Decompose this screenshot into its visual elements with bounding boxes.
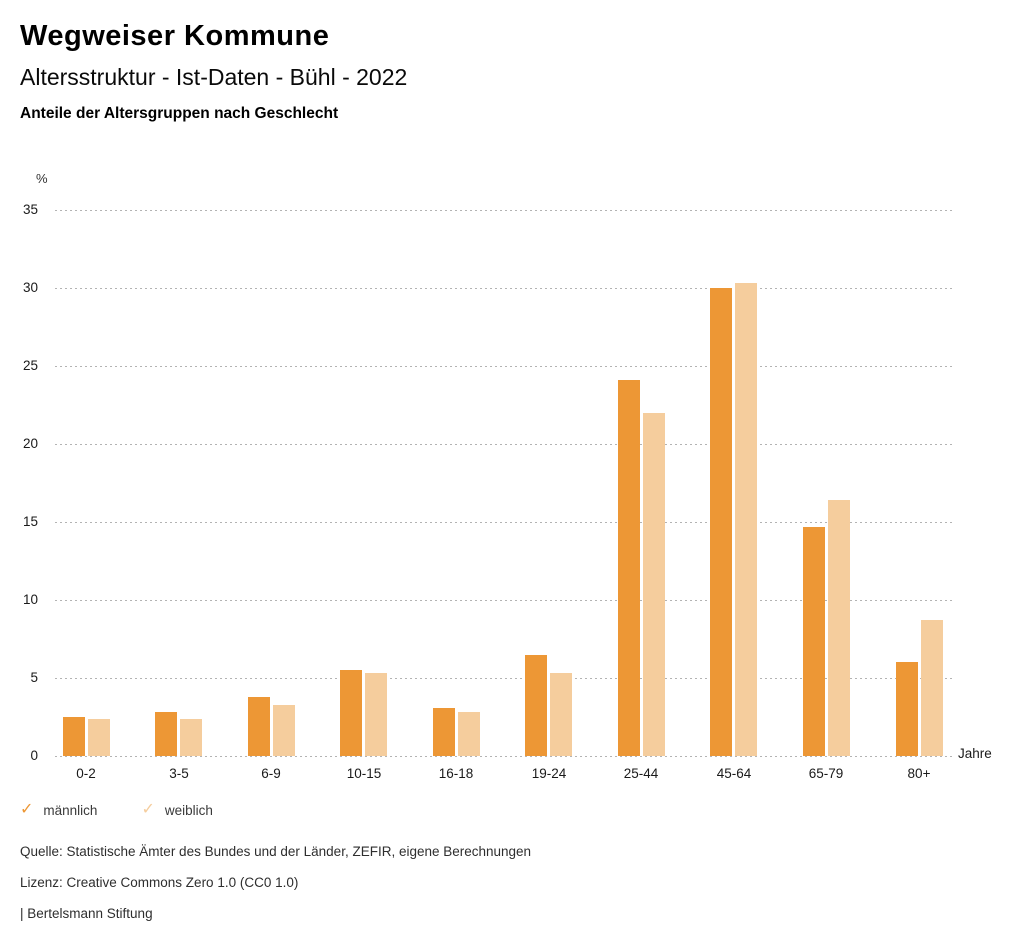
bar-chart: % Jahre 0 5 10 15 20 25 30 35 0-2 3-5 6-9 10-15 16-1… bbox=[22, 171, 992, 781]
footer-source: Quelle: Statistische Ämter des Bundes un… bbox=[20, 844, 532, 859]
x-tick-label-10-15: 10-15 bbox=[346, 766, 382, 781]
gridline-y-35 bbox=[55, 210, 953, 211]
x-tick-label-16-18: 16-18 bbox=[438, 766, 474, 781]
y-tick-label-10: 10 bbox=[22, 592, 38, 607]
legend-label: männlich bbox=[43, 802, 98, 818]
chart-legend: ✓ männlich ✓ weiblich bbox=[20, 802, 213, 818]
bar-group-25-44 bbox=[618, 380, 665, 756]
y-tick-label-15: 15 bbox=[22, 514, 38, 529]
y-tick-label-30: 30 bbox=[22, 280, 38, 295]
x-tick-label-6-9: 6-9 bbox=[261, 766, 281, 781]
bar-männlich-45-64[interactable] bbox=[710, 288, 732, 756]
check-icon: ✓ bbox=[141, 801, 155, 818]
page-subtitle: Altersstruktur - Ist-Daten - Bühl - 2022 bbox=[20, 64, 408, 90]
bar-männlich-16-18[interactable] bbox=[433, 708, 455, 756]
y-tick-label-20: 20 bbox=[22, 436, 38, 451]
bar-weiblich-0-2[interactable] bbox=[88, 719, 110, 756]
bar-männlich-80+[interactable] bbox=[896, 662, 918, 756]
footer-license: Lizenz: Creative Commons Zero 1.0 (CC0 1… bbox=[20, 875, 299, 890]
bar-group-80+ bbox=[896, 620, 943, 756]
legend-item-weiblich[interactable]: ✓ weiblich bbox=[141, 802, 212, 818]
bar-group-65-79 bbox=[803, 500, 850, 756]
y-tick-label-0: 0 bbox=[30, 748, 38, 763]
legend-label: weiblich bbox=[164, 802, 213, 818]
bar-group-19-24 bbox=[525, 655, 572, 756]
y-tick-label-35: 35 bbox=[22, 202, 38, 217]
bar-weiblich-80+[interactable] bbox=[921, 620, 943, 756]
bar-group-6-9 bbox=[248, 697, 295, 756]
gridline-y-0 bbox=[55, 756, 953, 757]
gridline-y-10 bbox=[55, 600, 953, 601]
x-tick-label-80+: 80+ bbox=[907, 766, 931, 781]
bar-männlich-19-24[interactable] bbox=[525, 655, 547, 756]
y-tick-label-5: 5 bbox=[30, 670, 38, 685]
bar-weiblich-19-24[interactable] bbox=[550, 673, 572, 756]
chart-heading: Anteile der Altersgruppen nach Geschlech… bbox=[20, 105, 339, 122]
gridline-y-30 bbox=[55, 288, 953, 289]
page-title: Wegweiser Kommune bbox=[20, 20, 330, 52]
x-tick-label-65-79: 65-79 bbox=[808, 766, 844, 781]
bar-group-10-15 bbox=[340, 670, 387, 756]
bar-group-16-18 bbox=[433, 708, 480, 756]
bar-weiblich-25-44[interactable] bbox=[643, 413, 665, 756]
bar-group-0-2 bbox=[63, 717, 110, 756]
bar-weiblich-65-79[interactable] bbox=[828, 500, 850, 756]
bar-group-3-5 bbox=[155, 712, 202, 756]
check-icon: ✓ bbox=[20, 801, 34, 818]
bar-männlich-65-79[interactable] bbox=[803, 527, 825, 756]
gridline-y-15 bbox=[55, 522, 953, 523]
bar-weiblich-45-64[interactable] bbox=[735, 283, 757, 756]
bar-männlich-0-2[interactable] bbox=[63, 717, 85, 756]
bar-weiblich-16-18[interactable] bbox=[458, 712, 480, 756]
x-tick-label-3-5: 3-5 bbox=[169, 766, 189, 781]
x-tick-label-0-2: 0-2 bbox=[76, 766, 96, 781]
bar-weiblich-6-9[interactable] bbox=[273, 705, 295, 756]
legend-item-maennlich[interactable]: ✓ männlich bbox=[20, 802, 97, 818]
x-tick-label-25-44: 25-44 bbox=[623, 766, 659, 781]
y-axis-unit-label: % bbox=[36, 171, 48, 186]
bar-group-45-64 bbox=[710, 283, 757, 756]
gridline-y-20 bbox=[55, 444, 953, 445]
y-tick-label-25: 25 bbox=[22, 358, 38, 373]
bar-männlich-10-15[interactable] bbox=[340, 670, 362, 756]
bar-männlich-25-44[interactable] bbox=[618, 380, 640, 756]
gridline-y-5 bbox=[55, 678, 953, 679]
footer-brand: | Bertelsmann Stiftung bbox=[20, 906, 153, 921]
x-tick-label-19-24: 19-24 bbox=[531, 766, 567, 781]
x-axis-label: Jahre bbox=[958, 746, 992, 761]
bar-weiblich-3-5[interactable] bbox=[180, 719, 202, 756]
bar-männlich-3-5[interactable] bbox=[155, 712, 177, 756]
bar-weiblich-10-15[interactable] bbox=[365, 673, 387, 756]
x-tick-label-45-64: 45-64 bbox=[716, 766, 752, 781]
gridline-y-25 bbox=[55, 366, 953, 367]
bar-männlich-6-9[interactable] bbox=[248, 697, 270, 756]
